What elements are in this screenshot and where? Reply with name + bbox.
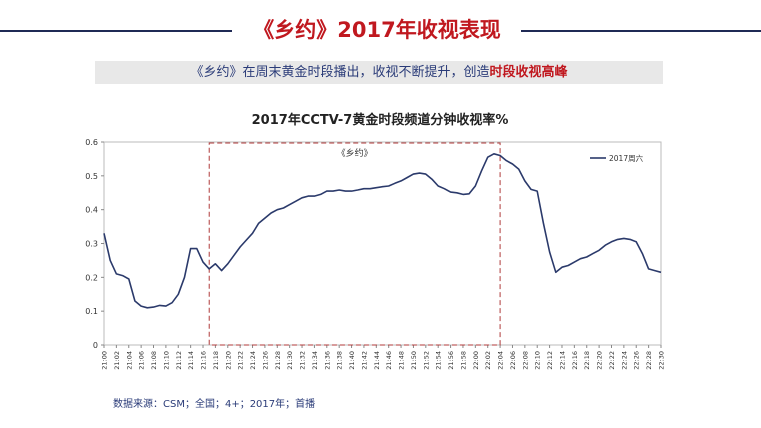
x-tick-label: 21:28	[274, 351, 282, 370]
highlight-region-box	[208, 142, 501, 346]
y-tick-label: 0	[93, 341, 98, 350]
x-tick-label: 22:24	[620, 351, 628, 370]
x-tick-label: 22:16	[571, 351, 579, 370]
x-tick-label: 22:30	[658, 351, 666, 370]
x-tick-label: 21:20	[224, 351, 232, 370]
legend-label: 2017周六	[609, 153, 644, 163]
x-tick-label: 21:08	[150, 351, 158, 370]
x-tick-label: 22:02	[484, 351, 492, 370]
x-tick-label: 21:14	[187, 351, 195, 370]
y-tick-label: 0.5	[85, 172, 98, 181]
x-tick-label: 21:40	[348, 351, 356, 370]
y-tick-label: 0.2	[85, 273, 98, 282]
chart-title: 2017年CCTV-7黄金时段频道分钟收视率%	[251, 113, 509, 128]
x-tick-label: 21:46	[385, 351, 393, 370]
x-tick-label: 21:12	[175, 351, 183, 370]
x-tick-label: 21:36	[323, 351, 331, 370]
page-title: 《乡约》2017年收视表现	[253, 18, 501, 42]
x-tick-label: 22:06	[509, 351, 517, 370]
y-tick-label: 0.6	[85, 138, 98, 147]
title-rule-left	[0, 30, 232, 32]
data-source-note: 数据来源：CSM；全国；4+；2017年；首播	[113, 399, 316, 410]
x-tick-label: 21:58	[459, 351, 467, 370]
x-tick-label: 21:06	[138, 351, 146, 370]
x-tick-label: 22:26	[633, 351, 641, 370]
x-tick-label: 21:56	[447, 351, 455, 370]
series-line	[103, 153, 662, 309]
x-tick-label: 22:14	[558, 351, 566, 370]
x-tick-label: 22:12	[546, 351, 554, 370]
subtitle-highlight: 时段收视高峰	[489, 65, 568, 80]
x-tick-label: 21:26	[261, 351, 269, 370]
subtitle-text: 《乡约》在周末黄金时段播出，收视不断提升，创造	[190, 65, 490, 80]
x-tick-label: 21:10	[162, 351, 170, 370]
x-tick-label: 21:24	[249, 351, 257, 370]
x-tick-label: 22:10	[534, 351, 542, 370]
y-tick-label: 0.4	[85, 206, 98, 215]
x-tick-label: 21:48	[398, 351, 406, 370]
x-tick-label: 21:18	[212, 351, 220, 370]
x-tick-label: 22:00	[472, 351, 480, 370]
x-tick-label: 21:32	[299, 351, 307, 370]
y-tick-label: 0.3	[85, 240, 98, 249]
x-tick-label: 21:42	[360, 351, 368, 370]
subtitle-banner: 《乡约》在周末黄金时段播出，收视不断提升，创造时段收视高峰	[95, 61, 663, 84]
x-tick-label: 22:18	[583, 351, 591, 370]
x-tick-label: 21:02	[113, 351, 121, 370]
y-tick-label: 0.1	[85, 307, 98, 316]
x-tick-label: 21:38	[336, 351, 344, 370]
x-tick-label: 22:08	[521, 351, 529, 370]
title-rule-right	[521, 30, 761, 32]
x-tick-label: 21:04	[125, 351, 133, 370]
x-tick-label: 21:52	[422, 351, 430, 370]
x-tick-label: 21:34	[311, 351, 319, 370]
x-tick-label: 21:16	[200, 351, 208, 370]
x-tick-label: 21:00	[101, 351, 109, 370]
x-tick-label: 21:54	[435, 351, 443, 370]
x-tick-label: 21:22	[237, 351, 245, 370]
x-tick-label: 21:50	[410, 351, 418, 370]
highlight-region-label: 《乡约》	[337, 147, 373, 159]
x-tick-label: 21:44	[373, 351, 381, 370]
x-tick-label: 22:22	[608, 351, 616, 370]
plot-frame	[103, 141, 662, 346]
x-tick-label: 21:30	[286, 351, 294, 370]
x-tick-label: 22:28	[645, 351, 653, 370]
x-tick-label: 22:20	[596, 351, 604, 370]
x-tick-label: 22:04	[497, 351, 505, 370]
